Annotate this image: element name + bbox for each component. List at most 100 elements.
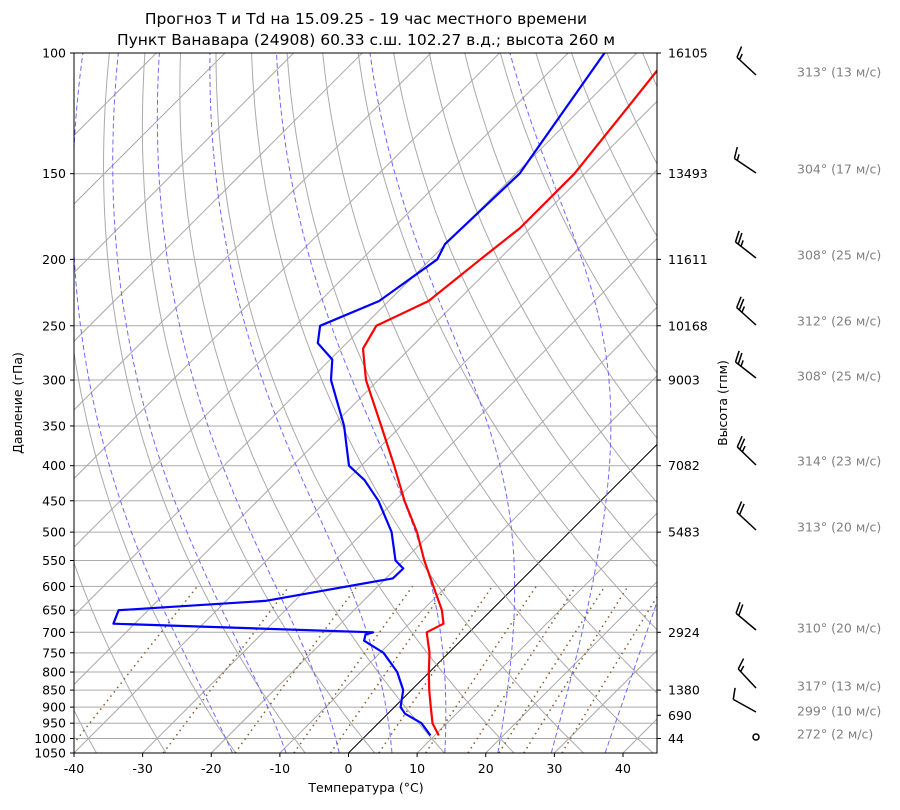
- moist-adiabat-line: [210, 53, 392, 753]
- dry-adiabat-line: [429, 53, 900, 753]
- barb-shaft: [737, 57, 756, 75]
- profiles: [113, 53, 671, 736]
- barb-half-feather: [737, 154, 739, 160]
- barb-shaft: [736, 613, 756, 630]
- plot-frame: [74, 53, 657, 753]
- y-tick-label: 100: [42, 46, 66, 61]
- y-tick-label: 650: [42, 603, 66, 618]
- dry-adiabat-line: [891, 53, 900, 753]
- barb-feather: [738, 233, 742, 244]
- moist-adiabat-line: [510, 53, 611, 753]
- isotherm-line: [417, 53, 900, 753]
- height-tick-label: 2924: [668, 625, 700, 640]
- barb-half-feather: [740, 54, 743, 60]
- isotherm-line: [0, 53, 568, 753]
- barb-half-feather: [742, 446, 745, 452]
- background-lines: [0, 53, 900, 753]
- height-tick-label: 1380: [668, 683, 700, 698]
- y-tick-label: 700: [42, 625, 66, 640]
- barb-half-feather: [741, 360, 743, 366]
- chart-title-line1: Прогноз T и Td на 15.09.25 - 19 час мест…: [145, 10, 587, 28]
- barb-shaft: [737, 447, 756, 465]
- barb-feather: [736, 231, 740, 242]
- y-tick-label: 350: [42, 418, 66, 433]
- wind-label: 272° (2 м/с): [797, 727, 873, 742]
- moist-adiabat-line: [73, 53, 233, 753]
- dry-adiabat-line: [500, 53, 900, 753]
- barb-feather: [738, 353, 742, 364]
- y-tick-label: 150: [42, 166, 66, 181]
- wind-barb: 312° (26 м/с): [737, 297, 882, 329]
- isotherm-line: [211, 53, 900, 753]
- barb-shaft: [738, 669, 756, 688]
- dry-adiabat-line: [678, 53, 900, 753]
- x-tick-label: 20: [478, 761, 494, 776]
- wind-barb: 313° (20 м/с): [737, 501, 881, 534]
- moist-adiabat-line: [113, 53, 286, 753]
- wind-label: 304° (17 м/с): [797, 162, 881, 177]
- barb-shaft: [737, 512, 756, 530]
- mixing-ratio-line: [499, 586, 605, 753]
- height-tick-label: 5483: [668, 525, 700, 540]
- wind-label: 313° (20 м/с): [797, 520, 881, 535]
- wind-barb: 308° (25 м/с): [736, 351, 882, 384]
- wind-label: 314° (23 м/с): [797, 454, 881, 469]
- x-tick-label: 40: [615, 761, 631, 776]
- mixing-ratio-line: [524, 586, 628, 753]
- x-tick-label: -30: [132, 761, 152, 776]
- barb-shaft: [734, 158, 756, 173]
- x-tick-label: 30: [546, 761, 562, 776]
- x-tick-label: -20: [201, 761, 221, 776]
- dry-adiabat-line: [607, 53, 900, 753]
- isotherm-line: [486, 53, 900, 753]
- barb-half-feather: [741, 666, 744, 672]
- dry-adiabat-line: [180, 53, 445, 753]
- y-tick-label: 450: [42, 493, 66, 508]
- y-tick-label: 850: [42, 683, 66, 698]
- wind-column: 313° (13 м/с) 304° (17 м/с) 308° (25 м/с) 3…: [733, 46, 881, 741]
- y-tick-label: 550: [42, 553, 66, 568]
- dry-adiabat-line: [714, 53, 900, 753]
- wind-label: 310° (20 м/с): [797, 621, 881, 636]
- barb-shaft: [737, 308, 756, 325]
- y-tick-label: 300: [42, 373, 66, 388]
- barb-half-feather: [741, 240, 743, 246]
- y-tick-label: 1050: [34, 746, 66, 761]
- temperature-line: [363, 53, 671, 736]
- barb-shaft: [736, 362, 756, 378]
- dry-adiabat-line: [104, 53, 306, 753]
- height-tick-label: 13493: [668, 166, 708, 181]
- wind-barb: 308° (25 м/с): [736, 231, 882, 263]
- x-tick-label: -10: [270, 761, 290, 776]
- height-tick-label: 44: [668, 731, 684, 746]
- barb-feather: [734, 147, 737, 158]
- wind-barb: 310° (20 м/с): [736, 602, 881, 635]
- barb-half-feather: [742, 306, 745, 312]
- y-tick-label: 900: [42, 700, 66, 715]
- barb-shaft: [736, 242, 756, 258]
- x-tick-label: 10: [409, 761, 425, 776]
- wind-barb: 314° (23 м/с): [737, 436, 881, 468]
- y-tick-label: 800: [42, 665, 66, 680]
- x-tick-label: 0: [345, 761, 353, 776]
- dry-adiabat-line: [785, 53, 900, 753]
- wind-label: 312° (26 м/с): [797, 314, 881, 329]
- mixing-ratio-line: [468, 586, 576, 753]
- wind-barb: 313° (13 м/с): [737, 46, 881, 79]
- calm-circle-icon: [753, 734, 759, 740]
- height-tick-label: 16105: [668, 46, 708, 61]
- height-tick-label: 9003: [668, 373, 700, 388]
- height-tick-label: 11611: [668, 252, 708, 267]
- y-tick-label: 500: [42, 525, 66, 540]
- mixing-ratio-line: [235, 586, 357, 753]
- height-tick-label: 10168: [668, 318, 708, 333]
- wind-barb: 304° (17 м/с): [734, 147, 881, 176]
- y-tick-label: 200: [42, 252, 66, 267]
- isotherm-line: [5, 53, 705, 753]
- y-tick-label: 950: [42, 716, 66, 731]
- dry-adiabat-line: [820, 53, 900, 753]
- y-tick-label: 400: [42, 458, 66, 473]
- wind-barb: 317° (13 м/с): [738, 659, 881, 694]
- moist-adiabat-line: [277, 53, 446, 753]
